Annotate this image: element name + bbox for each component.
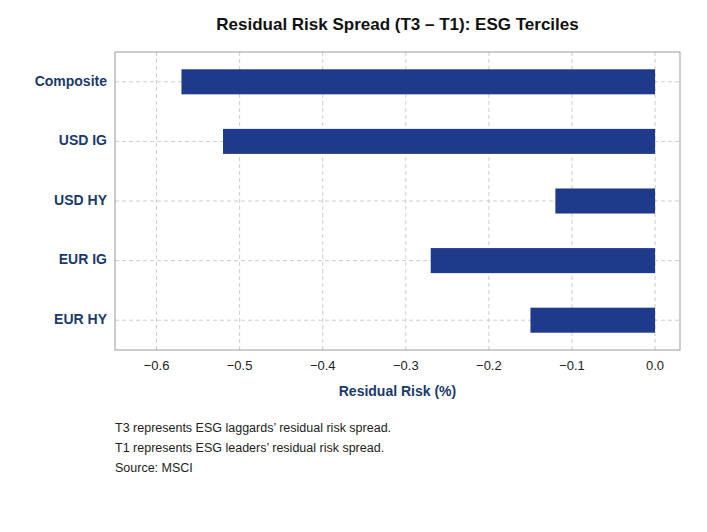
grid-line-x [239, 52, 240, 350]
x-axis-label: Residual Risk (%) [339, 383, 456, 399]
y-tick-label: USD IG [59, 132, 107, 148]
bar [223, 129, 655, 154]
x-tick-label: 0.0 [646, 358, 664, 373]
x-tick-label: −0.6 [144, 358, 170, 373]
x-tick-label: −0.3 [393, 358, 419, 373]
y-tick-label: Composite [35, 73, 108, 89]
bar [181, 69, 655, 94]
bars [181, 69, 655, 332]
y-tick-label: USD HY [54, 192, 108, 208]
y-tick-label: EUR HY [54, 311, 108, 327]
y-tick-label: EUR IG [59, 251, 107, 267]
grid-line-x [322, 52, 323, 350]
chart-svg: Residual Risk Spread (T3 – T1): ESG Terc… [0, 0, 707, 532]
grid-line-x [156, 52, 157, 350]
x-tick-label: −0.4 [310, 358, 336, 373]
annotation: T3 represents ESG laggards’ residual ris… [115, 421, 391, 475]
bar [530, 308, 655, 333]
bar [431, 248, 655, 273]
x-tick-label: −0.2 [476, 358, 502, 373]
chart-title: Residual Risk Spread (T3 – T1): ESG Terc… [216, 15, 578, 34]
bar [555, 188, 655, 213]
plot-frame [115, 52, 680, 350]
grid [115, 52, 680, 350]
chart-container: Residual Risk Spread (T3 – T1): ESG Terc… [0, 0, 707, 532]
x-tick-label: −0.5 [227, 358, 253, 373]
x-tick-label: −0.1 [559, 358, 585, 373]
